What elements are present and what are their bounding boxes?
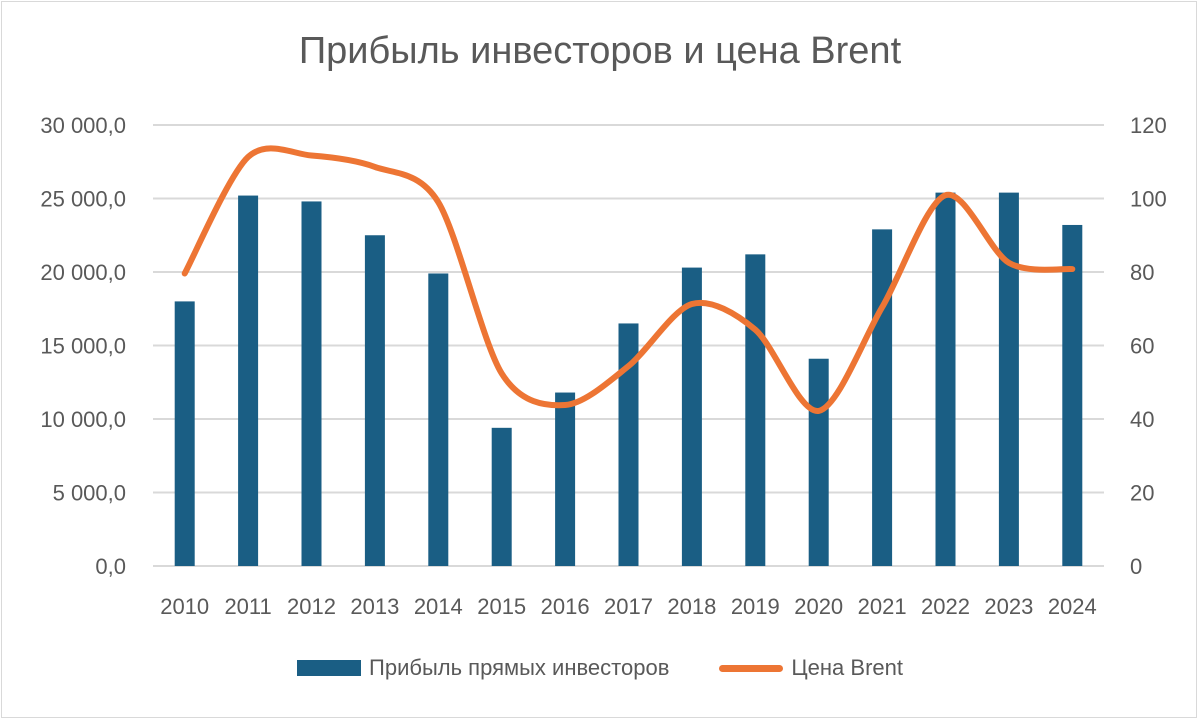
x-tick-label: 2010 — [160, 594, 209, 619]
x-tick-label: 2017 — [604, 594, 653, 619]
x-tick-label: 2024 — [1048, 594, 1097, 619]
legend-label-profit: Прибыль прямых инвесторов — [369, 655, 670, 680]
y-left-tick-label: 5 000,0 — [53, 481, 126, 506]
x-tick-label: 2013 — [350, 594, 399, 619]
bar-profit — [745, 254, 766, 567]
legend-bar-swatch-icon — [297, 660, 362, 676]
legend-item-profit: Прибыль прямых инвесторов — [297, 655, 669, 681]
y-left-tick-label: 25 000,0 — [40, 187, 126, 212]
x-tick-label: 2016 — [541, 594, 590, 619]
bar-profit — [1062, 224, 1083, 566]
chart-legend: Прибыль прямых инвесторов Цена Brent — [0, 655, 1200, 681]
legend-item-brent: Цена Brent — [719, 655, 903, 681]
y-right-tick-label: 100 — [1130, 187, 1167, 212]
y-right-tick-label: 120 — [1130, 113, 1167, 138]
x-tick-label: 2012 — [287, 594, 336, 619]
y-left-tick-label: 15 000,0 — [40, 334, 126, 359]
y-right-tick-label: 0 — [1130, 554, 1142, 579]
y-right-tick-label: 60 — [1130, 334, 1154, 359]
x-tick-label: 2021 — [858, 594, 907, 619]
bar-profit — [808, 358, 829, 566]
bar-profit — [174, 301, 195, 566]
y-left-tick-label: 0,0 — [95, 554, 126, 579]
bar-profit — [364, 235, 385, 566]
y-right-tick-label: 20 — [1130, 481, 1154, 506]
bar-profit — [428, 273, 449, 566]
y-left-tick-label: 10 000,0 — [40, 407, 126, 432]
legend-line-swatch-icon — [719, 664, 784, 672]
bar-profit — [618, 323, 639, 566]
y-right-tick-label: 40 — [1130, 407, 1154, 432]
x-tick-label: 2018 — [667, 594, 716, 619]
bar-profit — [301, 201, 322, 566]
bar-profit — [935, 192, 956, 566]
bar-profit — [555, 392, 576, 566]
bar-profit — [681, 267, 702, 566]
bar-profit — [491, 427, 512, 566]
bar-profit — [238, 195, 259, 566]
x-tick-label: 2011 — [224, 594, 271, 619]
x-tick-label: 2023 — [984, 594, 1033, 619]
chart-title: Прибыль инвесторов и цена Brent — [298, 30, 902, 72]
legend-label-brent: Цена Brent — [791, 655, 903, 680]
y-right-tick-label: 80 — [1130, 260, 1154, 285]
x-tick-label: 2014 — [414, 594, 463, 619]
x-tick-label: 2022 — [921, 594, 970, 619]
line-brent — [181, 145, 1076, 414]
bar-profit — [998, 192, 1019, 566]
y-left-tick-label: 30 000,0 — [40, 113, 126, 138]
x-tick-label: 2015 — [477, 594, 526, 619]
x-tick-label: 2020 — [794, 594, 843, 619]
x-tick-label: 2019 — [731, 594, 780, 619]
bar-profit — [872, 229, 893, 566]
y-left-tick-label: 20 000,0 — [40, 260, 126, 285]
